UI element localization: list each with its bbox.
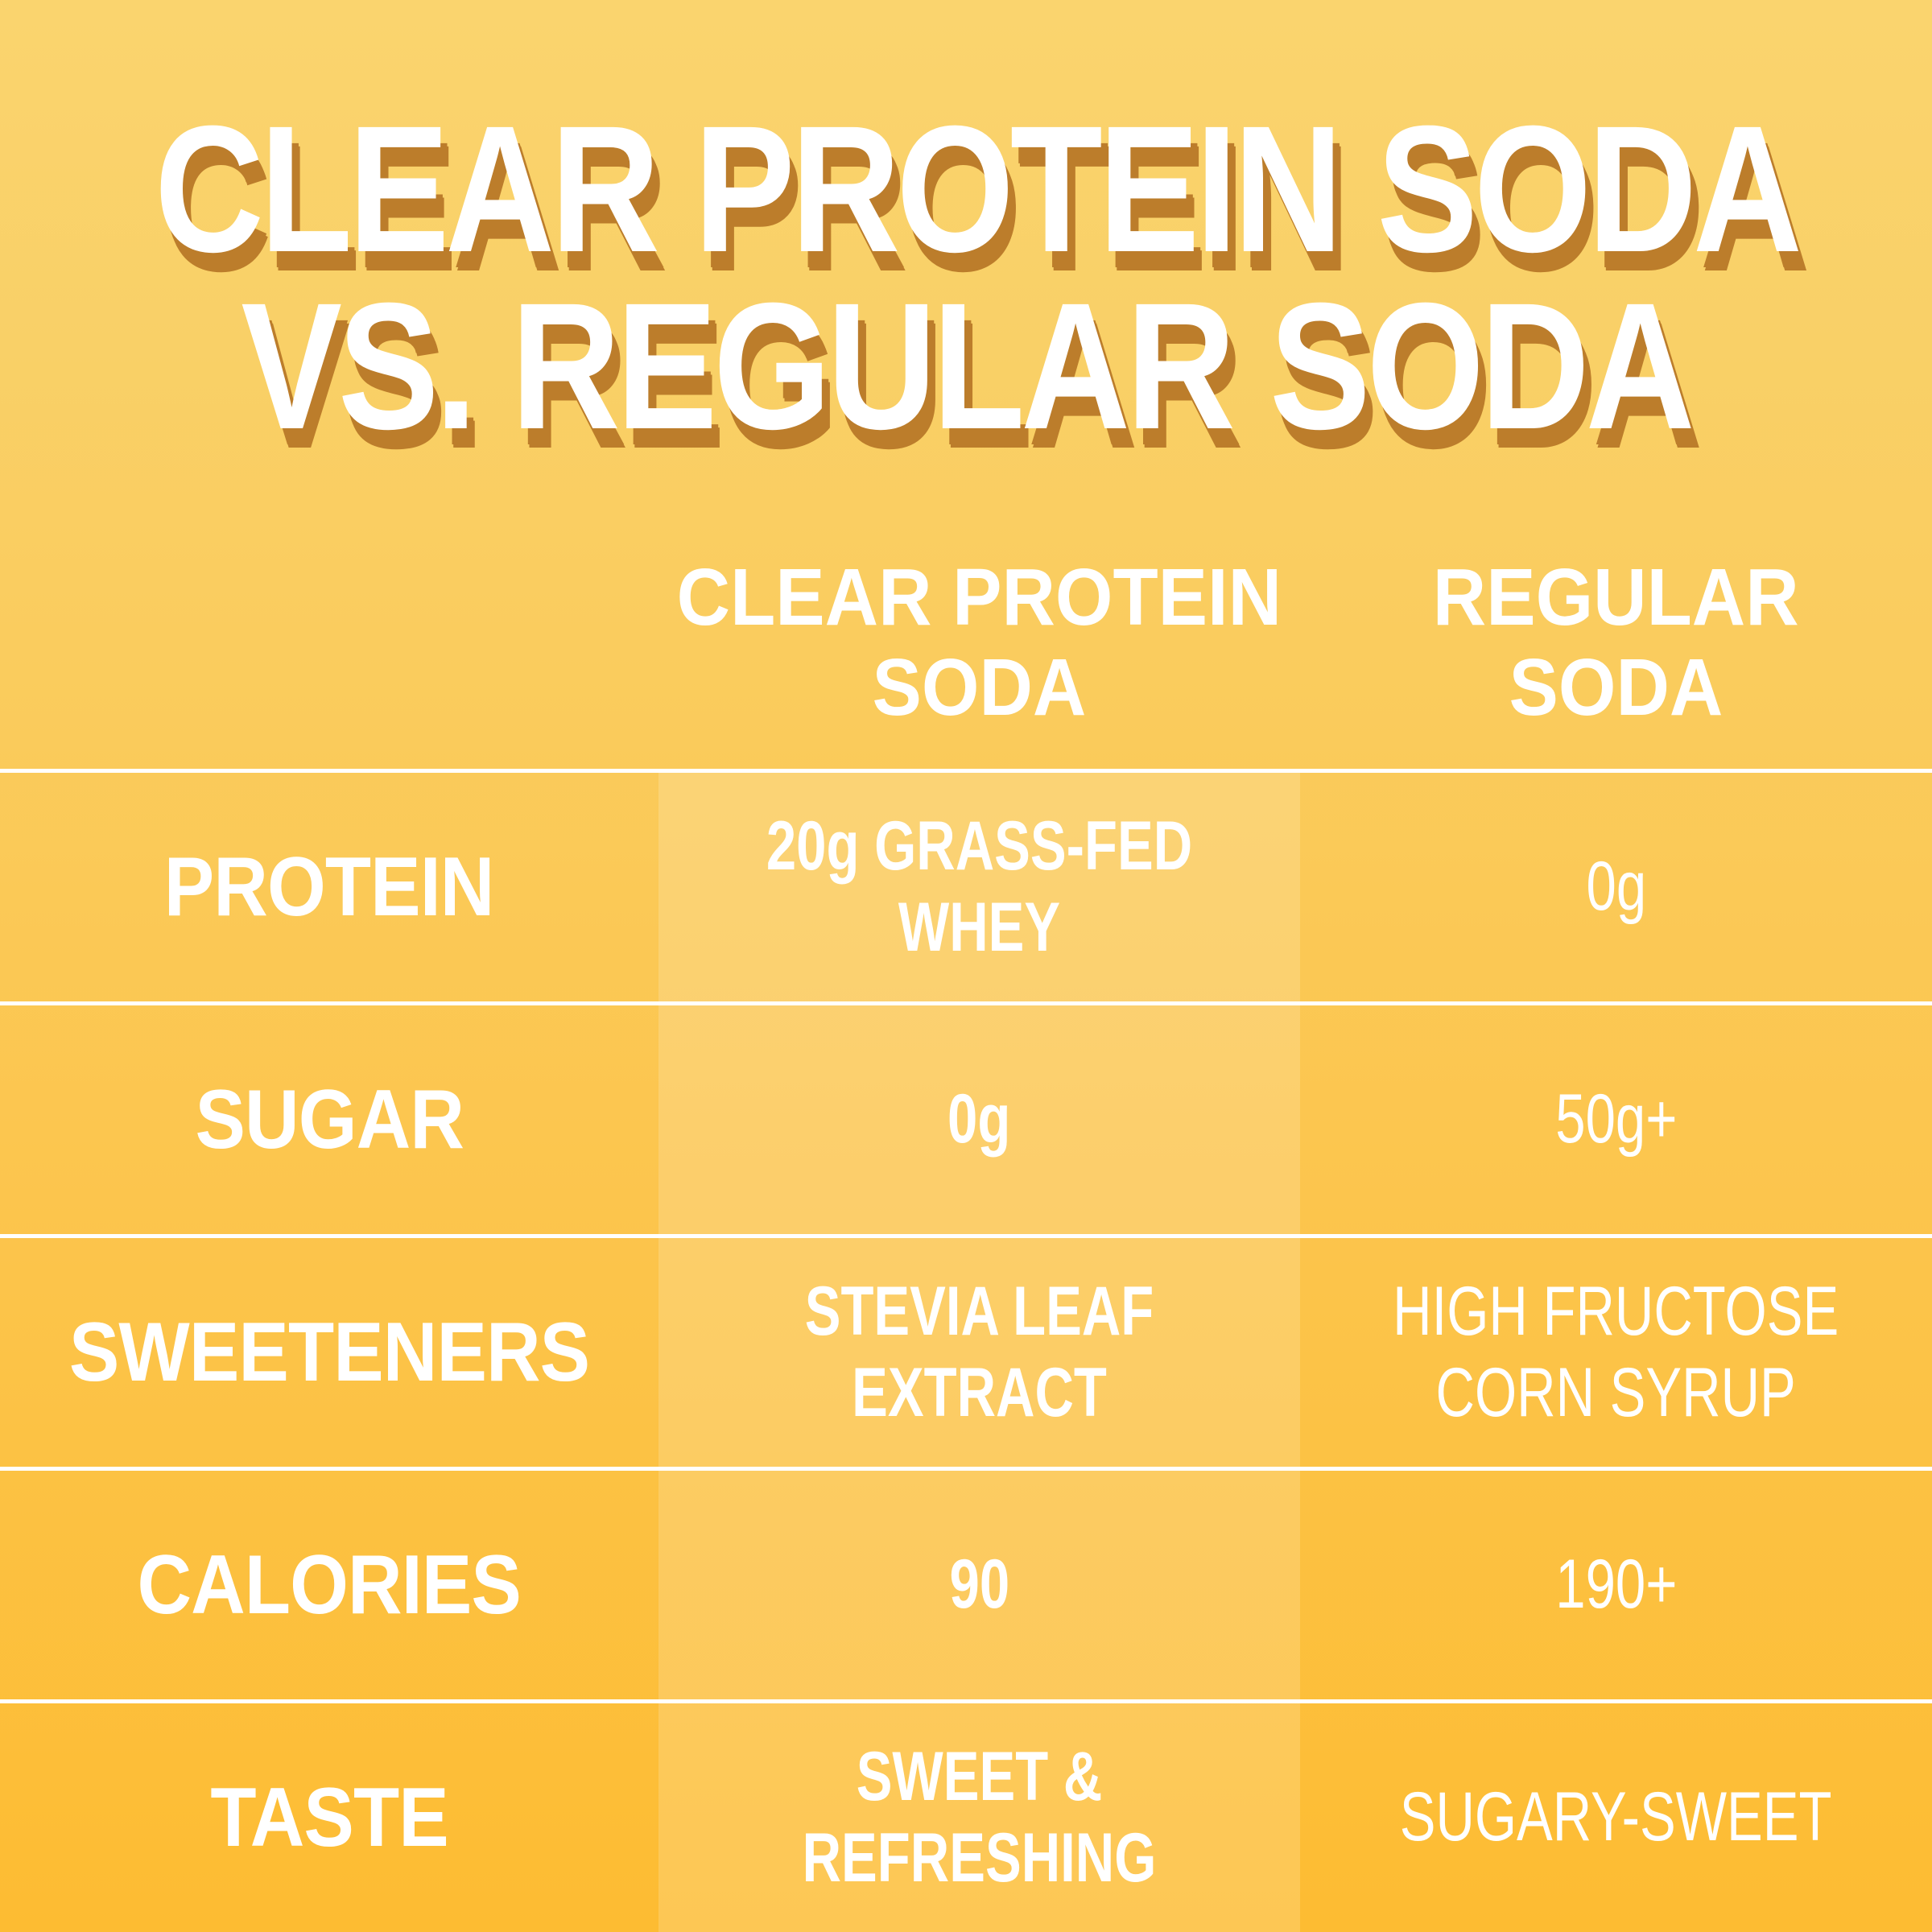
column-header-regular-soda: REGULAR SODA: [1300, 515, 1932, 769]
row-label: CALORIES: [0, 1471, 658, 1699]
cell-value: SWEET & REFRESHING: [802, 1737, 1157, 1897]
row-label-text: SUGAR: [195, 1072, 464, 1166]
cell-value: STEVIA LEAF EXTRACT: [804, 1272, 1154, 1431]
cell-value: 90: [949, 1546, 1009, 1624]
cell-value: SUGARY-SWEET: [1400, 1778, 1832, 1856]
page-title: CLEAR PROTEIN SODA VS. REGULAR SODA: [0, 89, 1932, 467]
regular-soda-value: 190+: [1300, 1471, 1932, 1699]
clear-protein-soda-value: STEVIA LEAF EXTRACT: [658, 1238, 1300, 1467]
cell-value: 50g+: [1554, 1080, 1678, 1158]
regular-soda-value: HIGH FRUCTOSE CORN SYRUP: [1300, 1238, 1932, 1467]
column-header-clear-protein-soda: CLEAR PROTEIN SODA: [658, 515, 1300, 769]
clear-protein-soda-value: 90: [658, 1471, 1300, 1699]
row-label: SWEETENERS: [0, 1238, 658, 1467]
column-header-line: REGULAR: [1433, 551, 1799, 642]
table-row-taste: TASTE SWEET & REFRESHING SUGARY-SWEET: [0, 1699, 1932, 1932]
table-row-protein: PROTEIN 20g GRASS-FED WHEY 0g: [0, 769, 1932, 1001]
cell-value: 0g: [1586, 848, 1646, 926]
column-header-line: SODA: [872, 642, 1087, 733]
row-label-text: PROTEIN: [164, 840, 495, 934]
column-headers: CLEAR PROTEIN SODA REGULAR SODA: [0, 515, 1932, 769]
cell-value: 0g: [947, 1080, 1011, 1158]
clear-protein-soda-value: SWEET & REFRESHING: [658, 1703, 1300, 1932]
regular-soda-value: 50g+: [1300, 1005, 1932, 1234]
regular-soda-value: SUGARY-SWEET: [1300, 1703, 1932, 1932]
row-label-text: SWEETENERS: [68, 1305, 590, 1399]
clear-protein-soda-value: 20g GRASS-FED WHEY: [658, 773, 1300, 1001]
row-label: SUGAR: [0, 1005, 658, 1234]
table-row-calories: CALORIES 90 190+: [0, 1467, 1932, 1699]
title-line-2: VS. REGULAR SODA: [241, 265, 1695, 467]
title-line-1: CLEAR PROTEIN SODA: [155, 89, 1802, 290]
row-label: TASTE: [0, 1703, 658, 1932]
cell-value: 190+: [1554, 1546, 1678, 1624]
column-header-line: SODA: [1509, 642, 1724, 733]
row-label-text: CALORIES: [137, 1538, 522, 1632]
cell-value: HIGH FRUCTOSE CORN SYRUP: [1393, 1272, 1839, 1431]
comparison-table: PROTEIN 20g GRASS-FED WHEY 0g SUGAR 0g 5…: [0, 769, 1932, 1932]
highlight-band-clear-protein-column: [658, 769, 1300, 1932]
regular-soda-value: 0g: [1300, 773, 1932, 1001]
cell-value: 20g GRASS-FED WHEY: [766, 807, 1193, 966]
clear-protein-soda-value: 0g: [658, 1005, 1300, 1234]
row-label-text: TASTE: [210, 1770, 448, 1864]
column-header-line: CLEAR PROTEIN: [676, 551, 1282, 642]
row-label: PROTEIN: [0, 773, 658, 1001]
table-row-sweeteners: SWEETENERS STEVIA LEAF EXTRACT HIGH FRUC…: [0, 1234, 1932, 1467]
column-header-spacer: [0, 515, 658, 769]
table-row-sugar: SUGAR 0g 50g+: [0, 1001, 1932, 1234]
